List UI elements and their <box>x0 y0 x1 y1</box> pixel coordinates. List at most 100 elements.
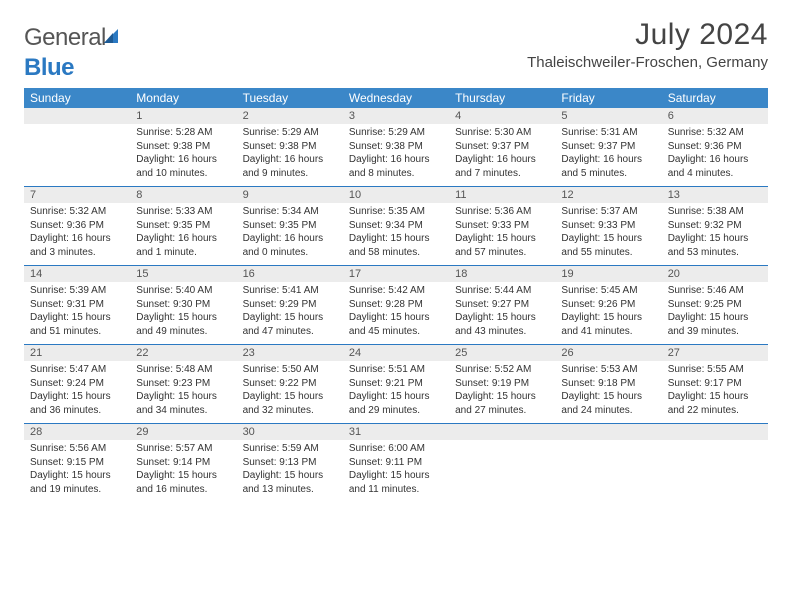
day-cell: Sunrise: 5:29 AMSunset: 9:38 PMDaylight:… <box>237 124 343 187</box>
day-info-line: Daylight: 15 hours <box>561 390 655 404</box>
day-info-line: Sunset: 9:18 PM <box>561 377 655 391</box>
day-cell: Sunrise: 5:55 AMSunset: 9:17 PMDaylight:… <box>662 361 768 424</box>
day-info-line: Sunset: 9:14 PM <box>136 456 230 470</box>
location-label: Thaleischweiler-Froschen, Germany <box>527 54 768 71</box>
day-number: 25 <box>449 345 555 361</box>
day-info-line: Daylight: 16 hours <box>668 153 762 167</box>
day-number: 28 <box>24 424 130 440</box>
day-info-line: Daylight: 16 hours <box>136 153 230 167</box>
day-info-line: Sunrise: 5:30 AM <box>455 126 549 140</box>
day-number <box>449 424 555 440</box>
title-block: July 2024 Thaleischweiler-Froschen, Germ… <box>527 18 768 71</box>
day-info-line: and 53 minutes. <box>668 246 762 260</box>
day-info-line: Sunrise: 5:32 AM <box>30 205 124 219</box>
day-number: 11 <box>449 187 555 203</box>
day-cell: Sunrise: 5:34 AMSunset: 9:35 PMDaylight:… <box>237 203 343 266</box>
day-info-line: Sunset: 9:29 PM <box>243 298 337 312</box>
day-number: 9 <box>237 187 343 203</box>
day-info-line: Sunset: 9:38 PM <box>349 140 443 154</box>
day-number: 24 <box>343 345 449 361</box>
day-info-line: and 11 minutes. <box>349 483 443 497</box>
brand-part1: General <box>24 24 106 51</box>
day-number: 10 <box>343 187 449 203</box>
day-cell: Sunrise: 5:29 AMSunset: 9:38 PMDaylight:… <box>343 124 449 187</box>
day-number: 26 <box>555 345 661 361</box>
day-info-line: and 22 minutes. <box>668 404 762 418</box>
day-info-line: Sunrise: 5:36 AM <box>455 205 549 219</box>
day-info-line: Sunset: 9:35 PM <box>243 219 337 233</box>
day-info-line: and 47 minutes. <box>243 325 337 339</box>
day-info-line: Daylight: 15 hours <box>455 390 549 404</box>
day-cell <box>555 440 661 502</box>
day-info-line: and 27 minutes. <box>455 404 549 418</box>
day-cell <box>662 440 768 502</box>
month-title: July 2024 <box>527 18 768 52</box>
day-cell: Sunrise: 5:39 AMSunset: 9:31 PMDaylight:… <box>24 282 130 345</box>
day-info-line: Sunset: 9:23 PM <box>136 377 230 391</box>
day-info-line: Sunrise: 5:57 AM <box>136 442 230 456</box>
day-info-line: Daylight: 15 hours <box>668 311 762 325</box>
day-info-line: Sunrise: 5:35 AM <box>349 205 443 219</box>
day-info-line: Daylight: 16 hours <box>243 232 337 246</box>
day-info-line: and 41 minutes. <box>561 325 655 339</box>
day-info-line: Daylight: 16 hours <box>561 153 655 167</box>
day-info-line: and 36 minutes. <box>30 404 124 418</box>
weekday-header: Tuesday <box>237 88 343 108</box>
day-number: 4 <box>449 108 555 124</box>
day-info-line: Sunrise: 5:32 AM <box>668 126 762 140</box>
day-cell: Sunrise: 5:31 AMSunset: 9:37 PMDaylight:… <box>555 124 661 187</box>
day-cell: Sunrise: 5:51 AMSunset: 9:21 PMDaylight:… <box>343 361 449 424</box>
day-info-line: Daylight: 16 hours <box>30 232 124 246</box>
day-info-line: Daylight: 15 hours <box>668 390 762 404</box>
daynum-row: 28293031 <box>24 424 768 440</box>
day-cell: Sunrise: 5:52 AMSunset: 9:19 PMDaylight:… <box>449 361 555 424</box>
day-info-line: Sunset: 9:34 PM <box>349 219 443 233</box>
day-number: 6 <box>662 108 768 124</box>
day-cell: Sunrise: 5:36 AMSunset: 9:33 PMDaylight:… <box>449 203 555 266</box>
day-info-line: Sunrise: 5:52 AM <box>455 363 549 377</box>
day-info-line: Daylight: 15 hours <box>349 390 443 404</box>
day-number: 1 <box>130 108 236 124</box>
day-info-line: Sunset: 9:31 PM <box>30 298 124 312</box>
day-cell: Sunrise: 5:45 AMSunset: 9:26 PMDaylight:… <box>555 282 661 345</box>
day-number: 31 <box>343 424 449 440</box>
day-info-line: Sunset: 9:38 PM <box>136 140 230 154</box>
day-info-line: and 9 minutes. <box>243 167 337 181</box>
day-info-line: Sunrise: 5:44 AM <box>455 284 549 298</box>
day-info-line: Sunset: 9:26 PM <box>561 298 655 312</box>
day-cell: Sunrise: 5:59 AMSunset: 9:13 PMDaylight:… <box>237 440 343 502</box>
weekday-header: Saturday <box>662 88 768 108</box>
week-body-row: Sunrise: 5:56 AMSunset: 9:15 PMDaylight:… <box>24 440 768 502</box>
day-info-line: Sunrise: 5:59 AM <box>243 442 337 456</box>
day-info-line: Sunrise: 5:29 AM <box>349 126 443 140</box>
sail-icon <box>104 26 124 54</box>
day-cell: Sunrise: 5:53 AMSunset: 9:18 PMDaylight:… <box>555 361 661 424</box>
day-number: 2 <box>237 108 343 124</box>
day-info-line: and 7 minutes. <box>455 167 549 181</box>
day-cell: Sunrise: 5:40 AMSunset: 9:30 PMDaylight:… <box>130 282 236 345</box>
day-info-line: Daylight: 15 hours <box>349 311 443 325</box>
day-number: 7 <box>24 187 130 203</box>
day-cell: Sunrise: 5:33 AMSunset: 9:35 PMDaylight:… <box>130 203 236 266</box>
day-info-line: and 32 minutes. <box>243 404 337 418</box>
week-body-row: Sunrise: 5:32 AMSunset: 9:36 PMDaylight:… <box>24 203 768 266</box>
day-number <box>24 108 130 124</box>
day-info-line: and 16 minutes. <box>136 483 230 497</box>
weekday-header: Thursday <box>449 88 555 108</box>
day-info-line: and 45 minutes. <box>349 325 443 339</box>
daynum-row: 78910111213 <box>24 187 768 203</box>
day-info-line: Daylight: 16 hours <box>243 153 337 167</box>
day-cell: Sunrise: 5:35 AMSunset: 9:34 PMDaylight:… <box>343 203 449 266</box>
day-number: 3 <box>343 108 449 124</box>
day-info-line: and 19 minutes. <box>30 483 124 497</box>
day-cell: Sunrise: 5:30 AMSunset: 9:37 PMDaylight:… <box>449 124 555 187</box>
brand-part2: Blue <box>24 54 74 81</box>
day-info-line: Sunset: 9:27 PM <box>455 298 549 312</box>
day-info-line: Daylight: 15 hours <box>668 232 762 246</box>
day-info-line: Sunrise: 5:53 AM <box>561 363 655 377</box>
day-info-line: Sunrise: 5:51 AM <box>349 363 443 377</box>
day-number: 19 <box>555 266 661 282</box>
day-info-line: Sunset: 9:22 PM <box>243 377 337 391</box>
day-info-line: Daylight: 15 hours <box>455 311 549 325</box>
day-info-line: Daylight: 16 hours <box>349 153 443 167</box>
